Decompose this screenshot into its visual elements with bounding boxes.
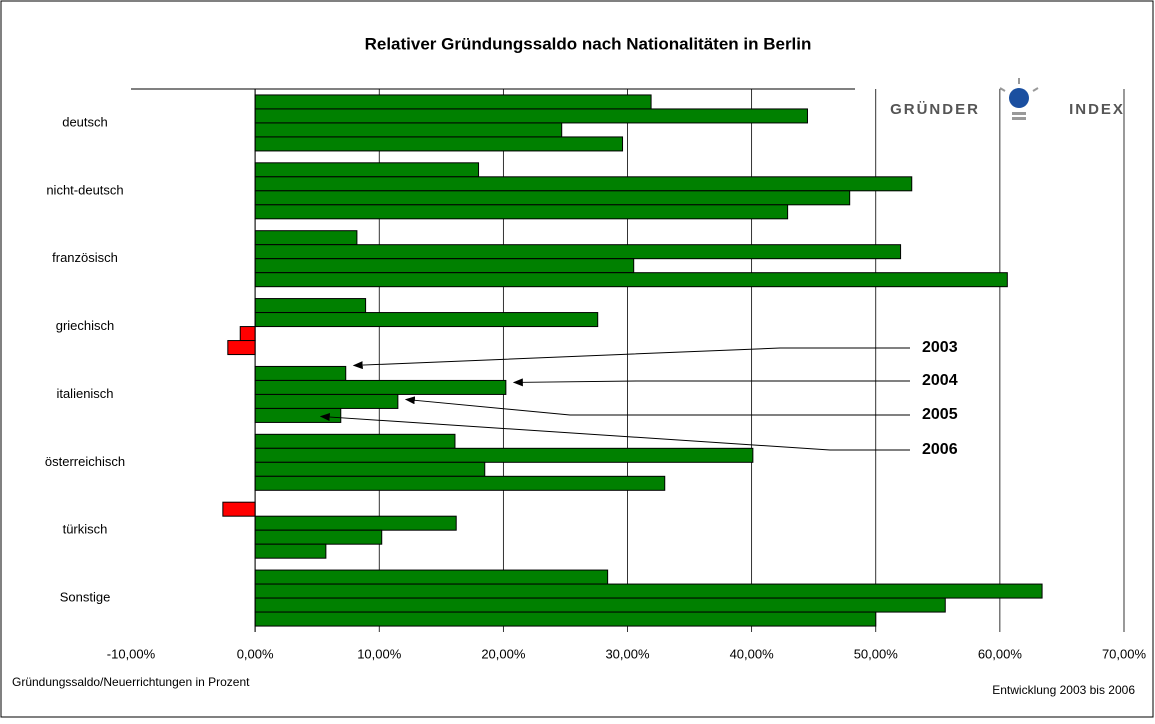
bar <box>254 272 1008 288</box>
x-tick-label: 10,00% <box>357 646 402 661</box>
bar <box>254 312 599 328</box>
legend-label: 2005 <box>922 406 958 423</box>
y-tick-label: griechisch <box>56 318 115 333</box>
bar <box>254 230 358 246</box>
bar <box>239 326 256 342</box>
bar <box>222 501 256 517</box>
bar <box>254 176 913 192</box>
pointer <box>404 396 910 416</box>
legend-label: 2003 <box>922 339 958 356</box>
bar <box>254 244 902 260</box>
bar <box>254 94 652 110</box>
bar <box>254 136 624 152</box>
bar <box>254 365 347 381</box>
bar <box>254 162 480 178</box>
pointer <box>319 413 910 451</box>
logo-right: INDEX <box>1069 101 1125 118</box>
x-tick-label: 40,00% <box>730 646 775 661</box>
bar <box>254 515 457 531</box>
bar <box>227 340 256 356</box>
bar <box>254 433 456 449</box>
bar <box>254 379 507 395</box>
y-tick-label: österreichisch <box>45 454 125 469</box>
bar <box>254 543 327 559</box>
bar <box>254 611 877 627</box>
bar <box>254 298 367 314</box>
bar <box>254 597 946 613</box>
y-tick-label: französisch <box>52 250 118 265</box>
bar <box>254 583 1043 599</box>
bar <box>254 204 789 220</box>
y-tick-label: italienisch <box>56 386 113 401</box>
x-tick-label: 20,00% <box>481 646 526 661</box>
bar <box>254 122 563 138</box>
logo-icon <box>999 78 1039 120</box>
legend-label: 2004 <box>922 372 958 389</box>
y-tick-label: türkisch <box>63 522 108 537</box>
legend-label: 2006 <box>922 441 958 458</box>
pointer <box>512 378 910 387</box>
bar <box>254 258 635 274</box>
bar <box>254 447 754 463</box>
x-tick-label: 0,00% <box>237 646 274 661</box>
bar <box>254 190 851 206</box>
bar <box>254 529 383 545</box>
bar <box>254 461 486 477</box>
x-tick-label: 30,00% <box>605 646 650 661</box>
x-tick-label: 50,00% <box>854 646 899 661</box>
x-tick-label: 60,00% <box>978 646 1023 661</box>
x-tick-label: 70,00% <box>1102 646 1147 661</box>
note: Entwicklung 2003 bis 2006 <box>992 683 1135 697</box>
bar <box>254 407 342 423</box>
bar <box>254 569 609 585</box>
y-tick-label: Sonstige <box>60 590 111 605</box>
bar <box>254 475 666 491</box>
x-axis-label: Gründungssaldo/Neuerrichtungen in Prozen… <box>12 675 250 689</box>
x-tick-label: -10,00% <box>107 646 156 661</box>
logo-left: GRÜNDER <box>890 101 980 118</box>
pointer <box>352 347 910 370</box>
y-tick-label: nicht-deutsch <box>46 182 123 197</box>
chart-title: Relativer Gründungssaldo nach Nationalit… <box>365 34 812 53</box>
bar <box>254 393 399 409</box>
bar <box>254 108 808 124</box>
y-tick-label: deutsch <box>62 114 108 129</box>
